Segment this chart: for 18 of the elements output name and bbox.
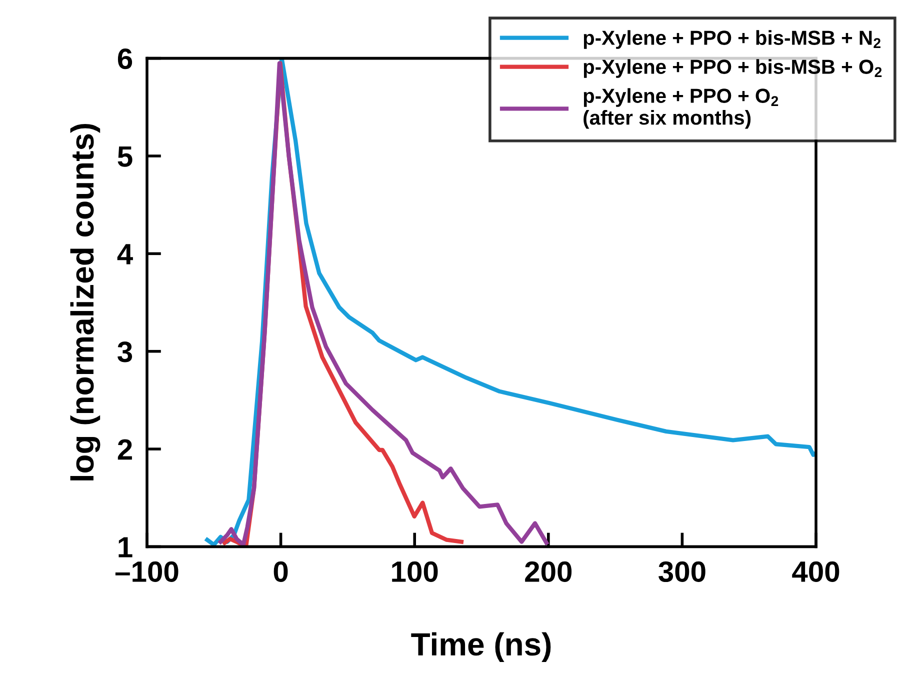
x-axis-title: Time (ns) — [411, 632, 551, 662]
x-tick-label: 0 — [274, 561, 288, 582]
x-tick-label: 200 — [525, 561, 572, 582]
y-axis-title: log (normalized counts) — [70, 124, 100, 480]
y-tick-label: 6 — [118, 48, 132, 70]
x-tick-label: –100 — [115, 561, 178, 582]
y-tick-label: 2 — [118, 439, 132, 460]
y-tick-label: 4 — [117, 244, 133, 264]
y-tick-label: 3 — [118, 342, 132, 362]
text: p-Xylene + PPO + O$_{2}$ (after six months) — [584, 88, 778, 129]
legend-label: p-Xylene + PPO + bis-MSB + N$_{2}$ — [584, 30, 880, 49]
x-tick-label: 300 — [658, 561, 706, 582]
line-series — [218, 61, 548, 547]
y-tick-label: 1 — [118, 537, 132, 558]
x-tick-label: 100 — [392, 561, 438, 582]
y-tick-label: 5 — [118, 146, 132, 167]
legend-label: p-Xylene + PPO + bis-MSB + O$_{2}$ — [584, 59, 882, 78]
x-tick-label: 400 — [792, 561, 840, 582]
